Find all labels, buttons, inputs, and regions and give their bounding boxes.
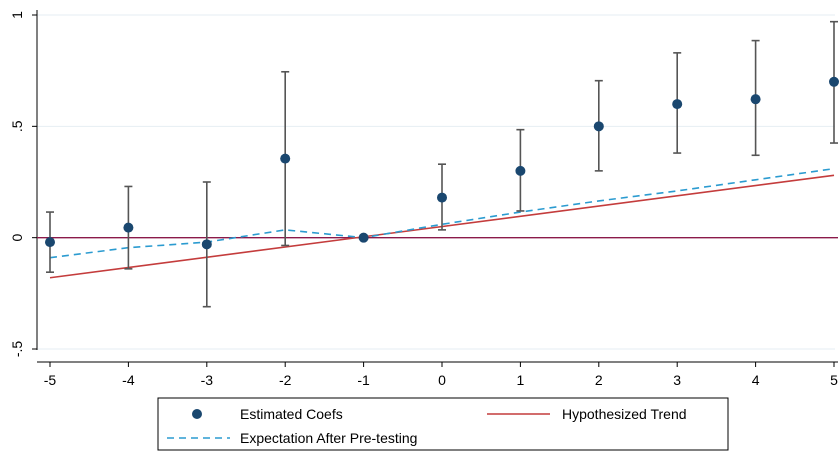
x-tick-label: 1: [517, 372, 525, 388]
coef-point: [45, 237, 55, 248]
x-tick-label: -2: [279, 372, 292, 388]
x-tick-label: 0: [438, 372, 446, 388]
legend-label-hypothesized-trend: Hypothesized Trend: [562, 406, 687, 422]
coef-point: [829, 76, 839, 87]
x-tick-label: -3: [201, 372, 214, 388]
axes: -.5 0 .5 1 -5 -4 -3 -2 -1 0 1 2 3 4 5: [9, 10, 838, 388]
coef-point: [672, 99, 683, 110]
legend-box: [157, 397, 729, 451]
x-tick-label: -5: [44, 372, 57, 388]
x-tick-label: 5: [830, 372, 838, 388]
coef-point: [123, 222, 134, 233]
x-tick-label: 3: [673, 372, 681, 388]
y-tick-label: 1: [9, 11, 25, 19]
legend-label-expectation: Expectation After Pre-testing: [240, 430, 417, 446]
coefficient-points: [45, 76, 839, 250]
coef-point: [593, 121, 604, 132]
x-tick-label: -4: [122, 372, 135, 388]
coef-point: [515, 165, 526, 176]
coef-point: [750, 94, 761, 105]
legend: Estimated Coefs Hypothesized Trend Expec…: [157, 397, 729, 451]
legend-label-estimated-coefs: Estimated Coefs: [240, 406, 343, 422]
coef-point: [280, 153, 291, 164]
x-tick-label: -1: [357, 372, 370, 388]
coef-point: [201, 239, 212, 250]
y-tick-label: -.5: [9, 341, 25, 358]
x-tick-label: 4: [752, 372, 760, 388]
legend-marker-estimated-coefs: [192, 409, 202, 419]
y-tick-label: .5: [9, 120, 25, 132]
coef-point: [358, 232, 369, 243]
coef-point: [437, 192, 447, 203]
y-tick-label: 0: [9, 234, 25, 242]
x-tick-label: 2: [595, 372, 603, 388]
error-bars: [46, 20, 838, 308]
grid-lines: [37, 14, 835, 350]
